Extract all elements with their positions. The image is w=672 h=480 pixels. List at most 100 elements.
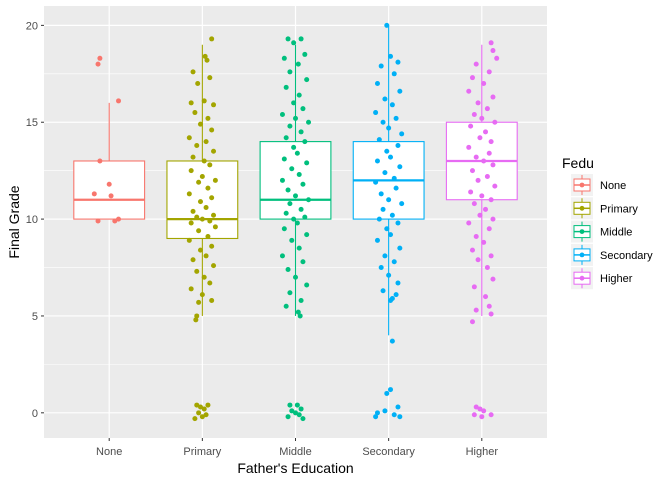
data-point bbox=[397, 164, 403, 170]
data-point bbox=[492, 119, 498, 125]
data-point bbox=[484, 265, 490, 271]
data-point bbox=[197, 121, 203, 127]
data-point bbox=[188, 100, 194, 106]
data-point bbox=[116, 216, 122, 222]
data-point bbox=[112, 218, 118, 224]
x-tick-label: Higher bbox=[466, 446, 499, 458]
data-point bbox=[374, 80, 380, 86]
box-none bbox=[73, 102, 146, 220]
data-point bbox=[291, 40, 297, 46]
data-point bbox=[197, 247, 203, 253]
data-point bbox=[490, 162, 496, 168]
legend-label: Middle bbox=[600, 227, 632, 239]
data-point bbox=[196, 228, 202, 234]
data-point bbox=[300, 106, 306, 112]
data-point bbox=[382, 96, 388, 102]
data-point bbox=[395, 59, 401, 65]
data-point bbox=[378, 265, 384, 271]
data-point bbox=[209, 127, 215, 133]
data-point bbox=[203, 253, 209, 259]
data-point bbox=[281, 156, 287, 162]
data-point bbox=[194, 313, 200, 319]
data-point bbox=[378, 191, 384, 197]
data-point bbox=[468, 123, 474, 129]
data-point bbox=[295, 309, 301, 315]
data-point bbox=[479, 414, 485, 420]
data-point bbox=[469, 75, 475, 81]
data-point bbox=[473, 307, 479, 313]
y-tick-label: 0 bbox=[32, 408, 38, 420]
data-point bbox=[488, 139, 494, 145]
data-point bbox=[211, 148, 217, 154]
data-point bbox=[477, 212, 483, 218]
x-tick-label: None bbox=[96, 446, 122, 458]
data-point bbox=[469, 247, 475, 253]
data-point bbox=[484, 173, 490, 179]
data-point bbox=[199, 414, 205, 420]
data-point bbox=[298, 406, 304, 412]
data-point bbox=[484, 106, 490, 112]
data-point bbox=[388, 232, 394, 238]
data-point bbox=[194, 402, 200, 408]
data-point bbox=[95, 61, 101, 67]
data-point bbox=[483, 294, 489, 300]
data-point bbox=[283, 135, 289, 141]
y-tick-label: 5 bbox=[32, 311, 38, 323]
y-tick-label: 20 bbox=[26, 20, 38, 32]
data-point bbox=[475, 177, 481, 183]
data-point bbox=[395, 220, 401, 226]
data-point bbox=[298, 129, 304, 135]
data-point bbox=[190, 69, 196, 75]
data-point bbox=[188, 220, 194, 226]
data-point bbox=[211, 102, 217, 108]
data-point bbox=[211, 263, 217, 269]
data-point bbox=[194, 268, 200, 274]
data-point bbox=[97, 55, 103, 61]
data-point bbox=[302, 51, 308, 57]
x-axis-title: Father's Education bbox=[237, 460, 353, 476]
data-point bbox=[209, 36, 215, 42]
data-point bbox=[293, 193, 298, 199]
data-point bbox=[488, 253, 494, 259]
data-point bbox=[374, 410, 380, 416]
data-point bbox=[287, 69, 293, 75]
legend-key-point bbox=[579, 229, 585, 235]
data-point bbox=[393, 292, 399, 298]
data-point bbox=[391, 412, 397, 418]
data-point bbox=[195, 80, 201, 86]
data-point bbox=[298, 36, 304, 42]
data-point bbox=[388, 154, 394, 160]
data-point bbox=[296, 245, 302, 251]
y-tick-label: 15 bbox=[26, 117, 38, 129]
data-point bbox=[302, 139, 308, 145]
data-point bbox=[192, 110, 198, 116]
data-point bbox=[486, 303, 492, 309]
data-point bbox=[300, 416, 306, 422]
data-point bbox=[203, 204, 209, 210]
data-point bbox=[384, 22, 390, 28]
data-point bbox=[490, 276, 496, 282]
data-point bbox=[212, 177, 218, 183]
data-point bbox=[473, 404, 479, 410]
data-point bbox=[475, 257, 481, 263]
data-point bbox=[283, 210, 289, 216]
data-point bbox=[116, 98, 122, 104]
data-point bbox=[205, 115, 211, 121]
data-point bbox=[479, 115, 485, 121]
data-point bbox=[373, 414, 379, 420]
data-point bbox=[473, 234, 479, 240]
legend-item-middle: Middle bbox=[571, 220, 632, 243]
data-point bbox=[190, 154, 196, 160]
data-point bbox=[201, 98, 207, 104]
data-point bbox=[388, 53, 394, 59]
data-point bbox=[373, 179, 379, 185]
data-point bbox=[481, 158, 487, 164]
data-point bbox=[283, 84, 289, 90]
data-point bbox=[207, 162, 213, 168]
data-point bbox=[207, 75, 213, 81]
data-point bbox=[475, 100, 481, 106]
x-tick-label: Secondary bbox=[362, 446, 415, 458]
data-point bbox=[466, 88, 472, 94]
y-axis-title: Final Grade bbox=[6, 185, 22, 258]
data-point bbox=[386, 272, 392, 278]
